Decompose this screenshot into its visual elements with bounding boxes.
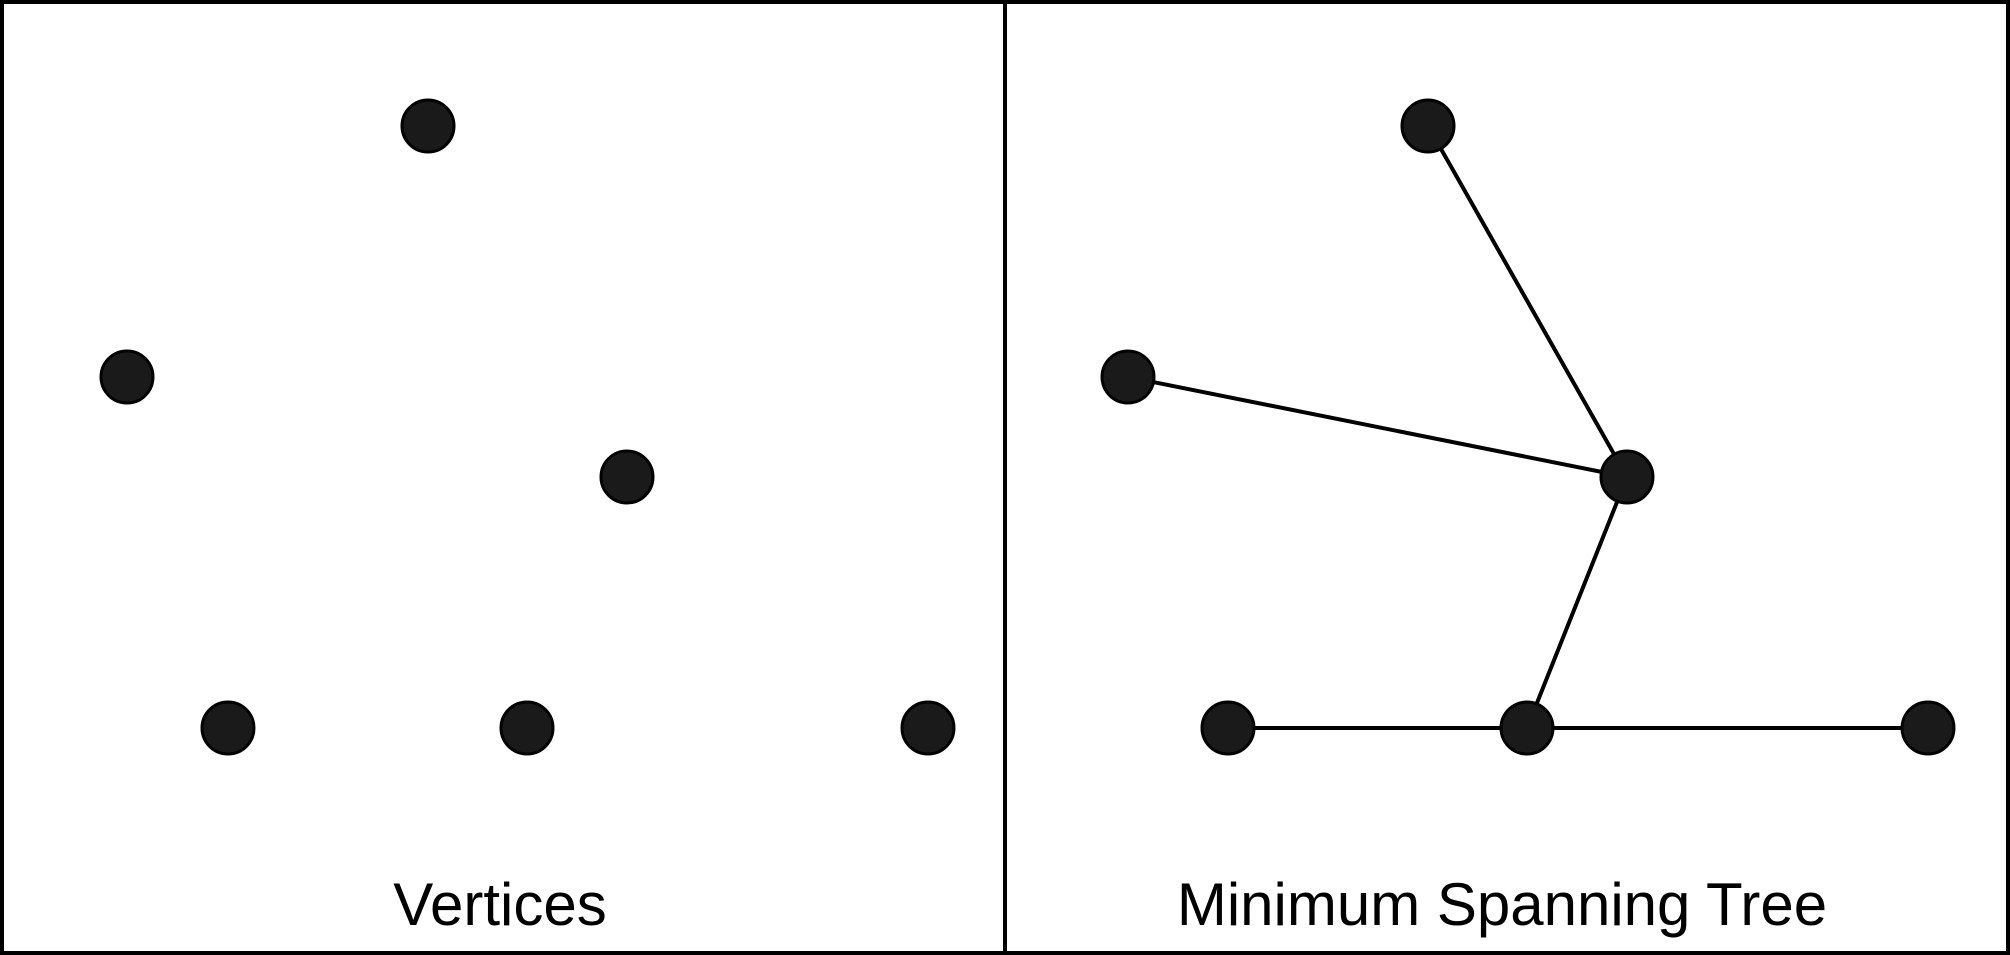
vertex-v1	[400, 98, 456, 154]
vertex-v4	[200, 700, 256, 756]
mst-vertex-v2	[1100, 349, 1156, 405]
mst-vertex-v3	[1599, 449, 1655, 505]
mst-edge-v1-v3	[1426, 124, 1629, 479]
mst-vertex-v1	[1400, 98, 1456, 154]
mst-edge-v2-v3	[1126, 375, 1629, 479]
mst-edge-v3-v5	[1525, 475, 1629, 730]
vertices-panel-label: Vertices	[393, 871, 606, 938]
vertex-v5	[499, 700, 555, 756]
mst-vertex-v5	[1499, 700, 1555, 756]
mst-panel-label: Minimum Spanning Tree	[1177, 871, 1827, 938]
vertex-v3	[599, 449, 655, 505]
vertex-v6	[900, 700, 956, 756]
mst-edges	[1126, 124, 1930, 730]
mst-panel: Minimum Spanning Tree	[1100, 98, 1956, 938]
mst-vertex-v6	[1900, 700, 1956, 756]
vertices-panel: Vertices	[99, 98, 956, 938]
mst-vertex-v4	[1200, 700, 1256, 756]
vertex-v2	[99, 349, 155, 405]
